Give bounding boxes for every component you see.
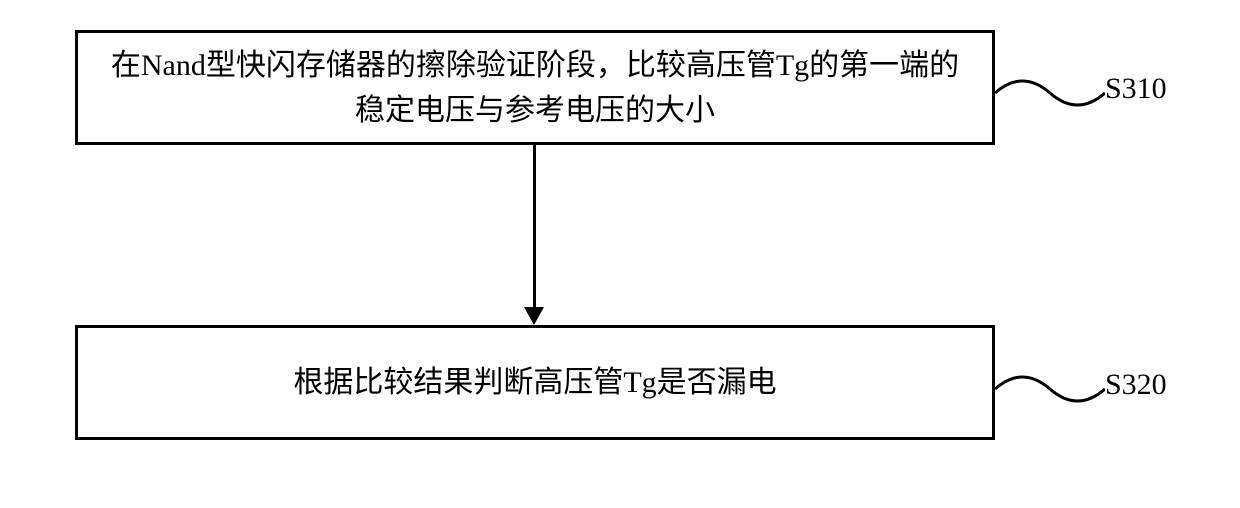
flow-edge-s310-s320-line (533, 145, 536, 307)
flow-node-s320-text: 根据比较结果判断高压管Tg是否漏电 (293, 360, 776, 405)
flow-label-s320: S320 (1105, 368, 1167, 402)
flow-node-s310-text: 在Nand型快闪存储器的擦除验证阶段，比较高压管Tg的第一端的稳定电压与参考电压… (98, 43, 972, 133)
flowchart-canvas: 在Nand型快闪存储器的擦除验证阶段，比较高压管Tg的第一端的稳定电压与参考电压… (0, 0, 1240, 508)
flow-node-s320: 根据比较结果判断高压管Tg是否漏电 (75, 325, 995, 440)
flow-edge-s310-s320-head (524, 307, 544, 325)
flow-node-s310: 在Nand型快闪存储器的擦除验证阶段，比较高压管Tg的第一端的稳定电压与参考电压… (75, 30, 995, 145)
flow-label-s310: S310 (1105, 72, 1167, 106)
tilde-connector-s310 (995, 78, 1105, 108)
tilde-connector-s320 (995, 374, 1105, 404)
